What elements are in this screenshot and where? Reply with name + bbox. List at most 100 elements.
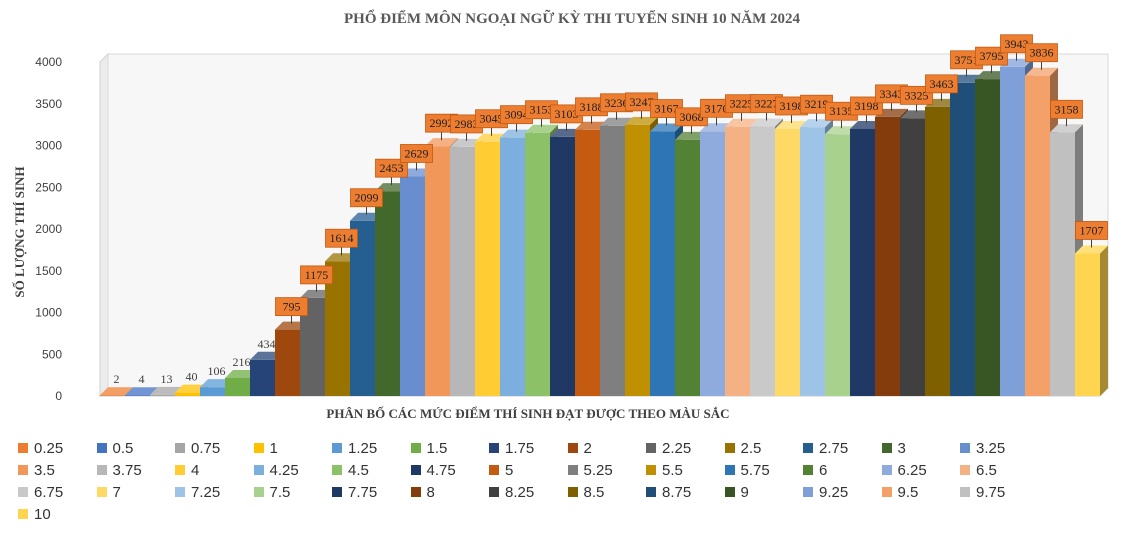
legend-item: 4.75 bbox=[410, 462, 456, 480]
data-label: 3153 bbox=[525, 100, 558, 127]
legend-label: 7.5 bbox=[269, 484, 291, 501]
data-label: 106 bbox=[208, 364, 226, 378]
legend-item: 9 bbox=[724, 484, 749, 502]
legend-swatch bbox=[489, 465, 499, 476]
legend-swatch bbox=[175, 465, 185, 476]
svg-text:3158: 3158 bbox=[1055, 102, 1079, 116]
legend-item: 0.5 bbox=[96, 440, 134, 458]
chart-title: PHỔ ĐIỂM MÔN NGOẠI NGỮ KỲ THI TUYỂN SINH… bbox=[344, 9, 800, 27]
legend-label: 2.75 bbox=[819, 440, 849, 457]
legend-label: 6.5 bbox=[976, 462, 997, 479]
legend-item: 5.25 bbox=[567, 462, 613, 480]
y-axis-label: SỐ LƯỢNG THÍ SINH bbox=[12, 166, 27, 297]
legend-swatch bbox=[410, 487, 421, 498]
svg-text:3463: 3463 bbox=[930, 77, 954, 91]
legend-label: 2 bbox=[583, 440, 592, 457]
legend-swatch bbox=[960, 487, 970, 498]
svg-text:2983: 2983 bbox=[455, 117, 479, 131]
legend-swatch bbox=[410, 443, 421, 454]
data-label: 3343 bbox=[875, 84, 908, 111]
legend-label: 0.75 bbox=[191, 440, 221, 457]
y-tick-label: 1000 bbox=[35, 306, 62, 320]
data-label: 3219 bbox=[800, 94, 833, 122]
data-label: 216 bbox=[233, 355, 251, 369]
svg-text:3188: 3188 bbox=[580, 100, 604, 114]
bars bbox=[100, 58, 1108, 397]
legend-label: 6.75 bbox=[34, 484, 64, 501]
data-label: 3227 bbox=[750, 94, 783, 121]
y-tick-label: 0 bbox=[55, 389, 62, 403]
legend-swatch bbox=[18, 443, 28, 454]
data-label: 3463 bbox=[925, 74, 958, 101]
svg-text:1614: 1614 bbox=[330, 231, 354, 245]
svg-text:3045: 3045 bbox=[480, 112, 504, 126]
legend-label: 8.75 bbox=[662, 484, 692, 501]
legend-swatch bbox=[18, 487, 28, 498]
data-label: 3045 bbox=[475, 109, 508, 136]
y-tick-label: 500 bbox=[42, 347, 62, 361]
legend-item: 7.75 bbox=[332, 484, 377, 502]
legend-label: 0.5 bbox=[112, 440, 134, 457]
svg-text:3225: 3225 bbox=[730, 97, 754, 111]
legend-item: 5 bbox=[489, 462, 513, 480]
svg-text:2453: 2453 bbox=[380, 161, 404, 175]
data-label: 2 bbox=[114, 372, 120, 386]
y-tick-label: 4000 bbox=[35, 55, 62, 69]
legend-label: 7.75 bbox=[348, 484, 378, 501]
data-label: 3236 bbox=[600, 93, 633, 120]
legend-label: 5 bbox=[505, 462, 514, 479]
svg-text:3219: 3219 bbox=[805, 97, 829, 111]
legend-swatch bbox=[253, 487, 264, 498]
data-label: 3158 bbox=[1050, 99, 1083, 127]
legend-item: 3.5 bbox=[18, 462, 55, 480]
svg-text:3170: 3170 bbox=[705, 101, 729, 115]
legend-swatch bbox=[803, 465, 813, 476]
svg-text:3943: 3943 bbox=[1005, 37, 1029, 51]
legend-swatch bbox=[175, 443, 185, 454]
legend-label: 1.5 bbox=[426, 440, 448, 457]
data-label: 3247 bbox=[625, 92, 658, 119]
data-label: 3188 bbox=[575, 97, 608, 124]
svg-text:3167: 3167 bbox=[655, 102, 679, 116]
data-label: 434 bbox=[258, 337, 276, 351]
data-label: 1175 bbox=[300, 265, 333, 292]
legend-label: 9.25 bbox=[819, 484, 849, 501]
legend-swatch bbox=[253, 443, 264, 454]
data-label: 13 bbox=[161, 372, 173, 386]
legend-label: 4.25 bbox=[269, 462, 299, 479]
legend-label: 10 bbox=[34, 506, 51, 523]
legend-label: 1 bbox=[269, 440, 278, 457]
bar bbox=[1075, 245, 1108, 396]
legend-item: 1.5 bbox=[410, 440, 448, 458]
legend-label: 8 bbox=[426, 484, 435, 501]
svg-text:3795: 3795 bbox=[980, 49, 1004, 63]
legend-swatch bbox=[175, 487, 185, 498]
legend-swatch bbox=[96, 487, 107, 498]
legend-swatch bbox=[724, 465, 735, 476]
svg-text:1707: 1707 bbox=[1080, 223, 1104, 237]
legend-swatch bbox=[724, 487, 735, 498]
legend-item: 2.25 bbox=[646, 440, 691, 458]
legend-item: 8 bbox=[410, 484, 435, 502]
legend-swatch bbox=[18, 465, 28, 476]
legend-label: 9 bbox=[740, 484, 749, 501]
legend-swatch bbox=[96, 443, 107, 454]
legend-label: 3.75 bbox=[112, 462, 142, 479]
legend-swatch bbox=[881, 487, 892, 498]
legend-swatch bbox=[646, 443, 656, 454]
legend-label: 8.5 bbox=[583, 484, 605, 501]
svg-text:3103: 3103 bbox=[555, 107, 579, 121]
legend-item: 6.25 bbox=[881, 462, 927, 480]
legend-item: 5.75 bbox=[724, 462, 770, 480]
data-label: 3198 bbox=[775, 96, 808, 123]
legend-item: 9.75 bbox=[960, 484, 1005, 502]
legend-label: 1.75 bbox=[505, 440, 535, 457]
svg-text:2099: 2099 bbox=[355, 191, 379, 205]
legend-item: 6.5 bbox=[960, 462, 997, 480]
legend-item: 0.75 bbox=[175, 440, 220, 458]
legend-label: 2.5 bbox=[740, 440, 762, 457]
legend-item: 4.25 bbox=[253, 462, 299, 480]
y-tick-label: 1500 bbox=[35, 264, 62, 278]
svg-text:3135: 3135 bbox=[830, 104, 854, 118]
